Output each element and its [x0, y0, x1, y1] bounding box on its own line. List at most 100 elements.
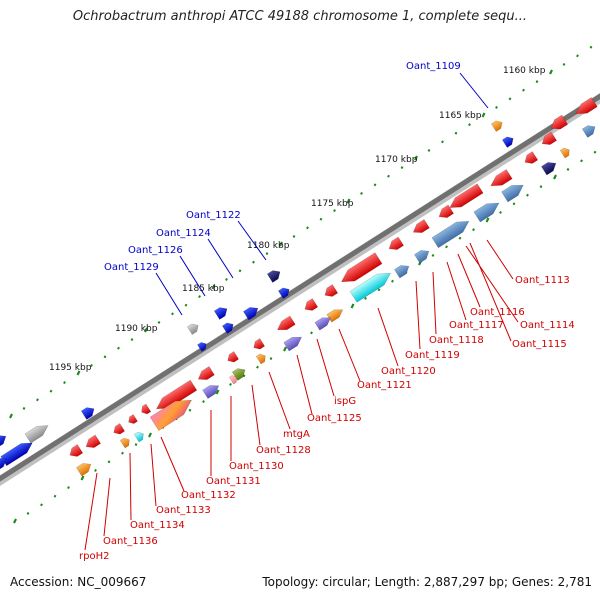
minus-gene-label[interactable]: Oant_1116	[470, 307, 525, 318]
minus-gene-label[interactable]: rpoH2	[79, 551, 109, 562]
inner-tick-dot	[566, 167, 570, 171]
gene-reverse-arrow[interactable]	[111, 423, 125, 437]
gene-forward-arrow[interactable]	[243, 304, 260, 321]
gene-forward-arrow[interactable]	[541, 159, 558, 176]
gene-reverse-arrow[interactable]	[488, 169, 513, 190]
inner-tick-dot	[310, 331, 313, 335]
minus-gene-label[interactable]: Oant_1121	[357, 380, 412, 391]
plus-leader-line	[179, 255, 206, 297]
plus-gene-label[interactable]: Oant_1124	[156, 228, 211, 239]
inner-tick-dot	[269, 357, 273, 361]
minus-gene-label[interactable]: Oant_1118	[429, 335, 484, 346]
minus-gene-label[interactable]: Oant_1134	[130, 520, 185, 531]
gene-forward-arrow[interactable]	[266, 268, 282, 283]
minus-gene-label[interactable]: ispG	[334, 396, 356, 407]
gene-forward-arrow[interactable]	[473, 198, 502, 223]
minus-gene-label[interactable]: Oant_1132	[181, 490, 236, 501]
outer-tick-dot	[9, 413, 13, 419]
gene-forward-arrow[interactable]	[228, 374, 238, 385]
minus-gene-label[interactable]: Oant_1117	[449, 320, 504, 331]
gene-reverse-arrow[interactable]	[539, 131, 557, 148]
gene-forward-arrow[interactable]	[0, 432, 9, 449]
gene-forward-arrow[interactable]	[222, 321, 235, 334]
gene-reverse-arrow[interactable]	[322, 284, 339, 300]
gene-reverse-arrow[interactable]	[436, 204, 454, 221]
gene-forward-arrow[interactable]	[255, 352, 268, 365]
gene-reverse-arrow[interactable]	[275, 315, 296, 334]
outer-tick-dot	[76, 370, 81, 376]
plus-gene-label[interactable]: Oant_1129	[104, 262, 159, 273]
gene-forward-arrow[interactable]	[149, 393, 196, 431]
plus-gene-label[interactable]: Oant_1109	[406, 61, 461, 72]
gene-reverse-arrow[interactable]	[447, 183, 484, 213]
gene-reverse-arrow[interactable]	[67, 444, 84, 460]
inner-tick-dot	[472, 228, 475, 232]
plus-gene-label[interactable]: Oant_1126	[128, 245, 183, 256]
minus-gene-label[interactable]: mtgA	[283, 429, 310, 440]
gene-forward-arrow[interactable]	[314, 314, 333, 331]
outer-tick-dot	[225, 277, 228, 281]
gene-forward-arrow[interactable]	[394, 262, 411, 279]
minus-gene-label[interactable]: Oant_1133	[156, 505, 211, 516]
gene-reverse-arrow[interactable]	[83, 434, 101, 451]
minus-gene-label[interactable]: Oant_1130	[229, 461, 284, 472]
gene-reverse-arrow[interactable]	[196, 366, 215, 383]
gene-forward-arrow[interactable]	[559, 146, 572, 159]
gene-forward-arrow[interactable]	[491, 119, 504, 132]
minus-gene-label[interactable]: Oant_1114	[520, 320, 575, 331]
outer-tick-dot	[22, 406, 26, 410]
gene-forward-arrow[interactable]	[76, 460, 93, 477]
gene-forward-arrow[interactable]	[501, 180, 526, 203]
gene-forward-arrow[interactable]	[119, 436, 132, 449]
gene-forward-arrow[interactable]	[431, 216, 472, 249]
gene-forward-arrow[interactable]	[231, 366, 247, 381]
minus-leader-line	[251, 384, 261, 446]
gene-reverse-arrow[interactable]	[126, 414, 138, 425]
gene-forward-arrow[interactable]	[581, 123, 597, 138]
gene-forward-arrow[interactable]	[349, 268, 394, 303]
gene-forward-arrow[interactable]	[414, 247, 431, 264]
minus-gene-label[interactable]: Oant_1125	[307, 413, 362, 424]
gene-forward-arrow[interactable]	[326, 306, 345, 323]
minus-gene-label[interactable]: Oant_1113	[515, 275, 570, 286]
backbone	[0, 93, 600, 482]
outer-tick-dot	[306, 226, 309, 230]
gene-reverse-arrow[interactable]	[338, 252, 383, 288]
gene-reverse-arrow[interactable]	[225, 351, 239, 365]
gene-forward-arrow[interactable]	[202, 381, 222, 399]
outer-tick-dot	[441, 140, 444, 144]
gene-forward-arrow[interactable]	[133, 430, 146, 443]
gene-reverse-arrow[interactable]	[386, 236, 404, 253]
gene-forward-arrow[interactable]	[0, 438, 36, 467]
gene-reverse-arrow[interactable]	[153, 379, 198, 414]
gene-forward-arrow[interactable]	[0, 454, 9, 472]
gene-forward-arrow[interactable]	[187, 322, 200, 335]
gene-forward-arrow[interactable]	[283, 333, 305, 352]
plus-gene-label[interactable]: Oant_1122	[186, 210, 241, 221]
minus-gene-label[interactable]: Oant_1131	[206, 476, 261, 487]
gene-reverse-arrow[interactable]	[139, 403, 152, 416]
gene-forward-arrow[interactable]	[80, 405, 96, 420]
gene-forward-arrow[interactable]	[213, 305, 229, 320]
minus-gene-label[interactable]: Oant_1120	[381, 366, 436, 377]
minus-gene-label[interactable]: Oant_1119	[405, 350, 460, 361]
outer-tick-dot	[252, 260, 255, 264]
gene-reverse-arrow[interactable]	[411, 219, 430, 236]
gene-reverse-arrow[interactable]	[251, 338, 265, 352]
inner-tick-dot	[553, 174, 557, 180]
minus-gene-label[interactable]: Oant_1128	[256, 445, 311, 456]
gene-reverse-arrow[interactable]	[302, 298, 319, 314]
gene-reverse-arrow[interactable]	[573, 97, 598, 118]
gene-features[interactable]	[0, 97, 598, 477]
gene-forward-arrow[interactable]	[278, 286, 291, 299]
outer-tick-dot	[238, 269, 242, 273]
minus-gene-label[interactable]: Oant_1115	[512, 339, 567, 350]
gene-reverse-arrow[interactable]	[522, 151, 539, 167]
minus-gene-label[interactable]: Oant_1136	[103, 536, 158, 547]
gene-forward-arrow[interactable]	[502, 135, 515, 148]
inner-tick-dot	[256, 365, 259, 369]
gene-forward-arrow[interactable]	[197, 340, 208, 352]
gene-forward-arrow[interactable]	[24, 421, 51, 444]
gene-reverse-arrow[interactable]	[548, 114, 569, 133]
